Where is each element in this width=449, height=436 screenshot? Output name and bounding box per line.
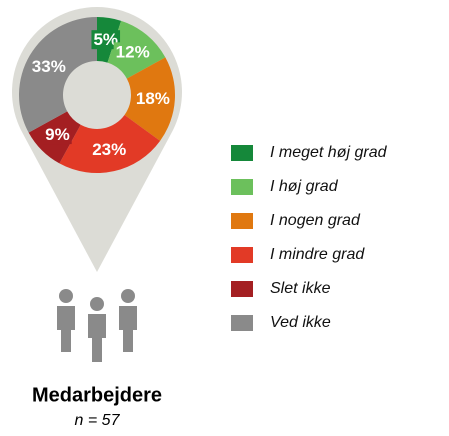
value-label-bg xyxy=(113,42,152,62)
value-label-group: 9% xyxy=(43,125,72,145)
legend-label: I nogen grad xyxy=(270,212,361,229)
legend-swatch xyxy=(231,213,253,229)
value-label-bg xyxy=(133,89,172,109)
legend-label: I høj grad xyxy=(270,178,339,195)
value-label-group: 5% xyxy=(91,30,121,50)
legend-swatch xyxy=(231,247,253,263)
people-icon xyxy=(57,289,137,362)
value-label-group: 23% xyxy=(90,140,129,160)
value-label-bg xyxy=(90,140,129,160)
legend-swatch xyxy=(231,281,253,297)
value-label: 23% xyxy=(92,140,126,159)
value-label-group: 12% xyxy=(113,42,152,62)
value-label-group: 18% xyxy=(133,89,172,109)
legend-swatch xyxy=(231,179,253,195)
value-label-bg xyxy=(29,56,68,76)
value-label: 18% xyxy=(136,89,170,108)
value-label: 33% xyxy=(32,57,66,76)
chart-title: Medarbejdere xyxy=(32,384,162,406)
legend-label: Ved ikke xyxy=(270,314,331,331)
value-label-group: 33% xyxy=(29,56,68,76)
value-label: 12% xyxy=(116,42,150,61)
chart-subtitle: n = 57 xyxy=(75,412,121,429)
value-label-bg xyxy=(43,125,72,145)
value-label-bg xyxy=(91,30,121,50)
legend-swatch xyxy=(231,315,253,331)
value-label: 9% xyxy=(45,125,70,144)
legend-label: Slet ikke xyxy=(270,280,331,297)
value-label: 5% xyxy=(93,30,118,49)
legend-label: I mindre grad xyxy=(270,246,365,263)
legend-swatch xyxy=(231,145,253,161)
legend-label: I meget høj grad xyxy=(270,144,388,161)
